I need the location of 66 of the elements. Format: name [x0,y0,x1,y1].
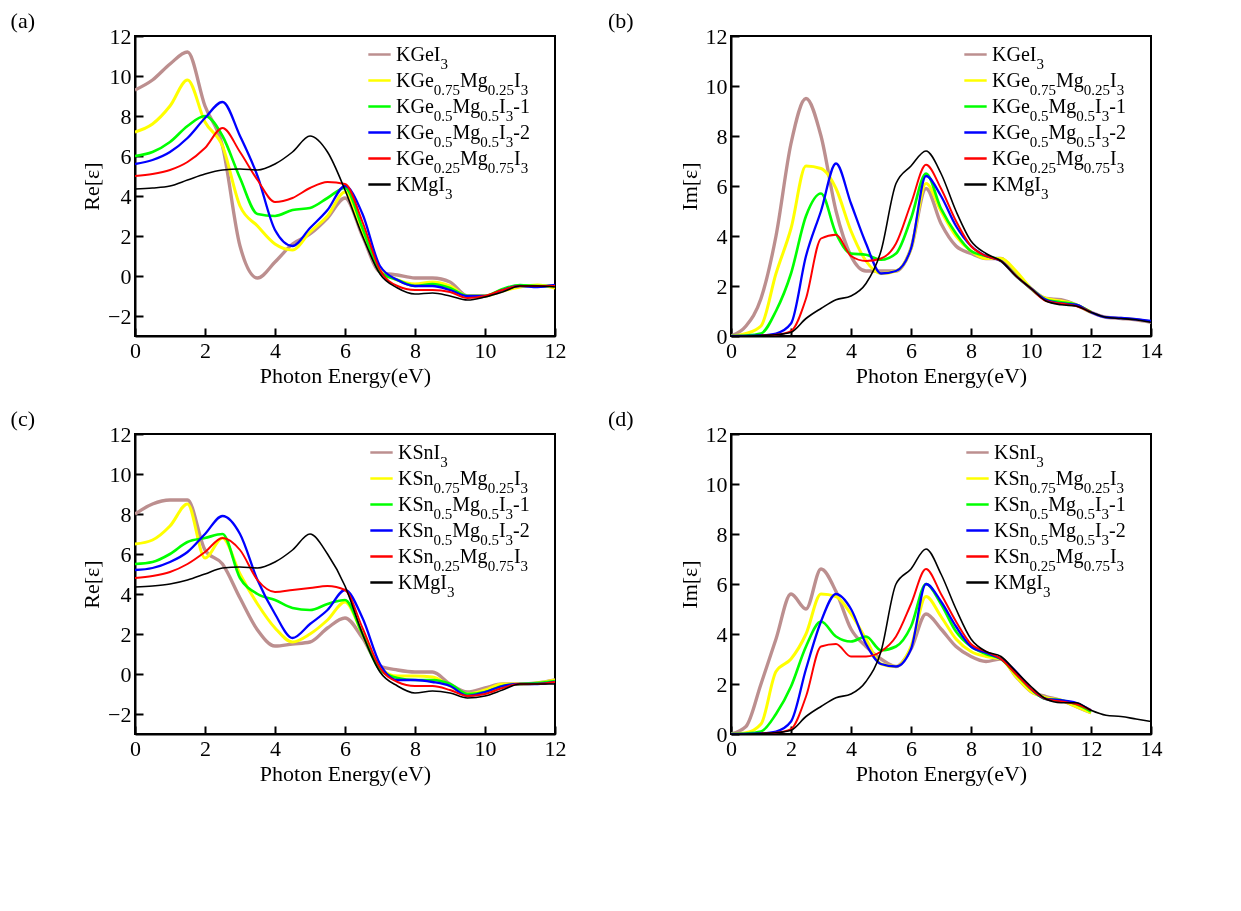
x-tick-label: 6 [906,735,917,761]
x-tick-label: 14 [1140,735,1163,761]
y-tick-label: 6 [120,541,132,567]
x-tick-label: 12 [1080,735,1103,761]
y-tick-label: 2 [716,273,728,299]
y-tick-label: 10 [109,63,132,89]
x-tick-label: 10 [474,735,497,761]
x-axis-title: Photon Energy(eV) [855,760,1028,786]
x-tick-label: 2 [200,735,211,761]
x-tick-label: 8 [966,337,977,363]
y-axis-title: Im[ε] [676,162,702,211]
y-tick-label: 12 [705,421,728,447]
y-tick-label: 8 [716,123,728,149]
x-tick-label: 10 [1020,337,1043,363]
y-axis-title: Re[ε] [79,560,105,609]
chart-title: (a) [10,8,36,33]
x-tick-label: 4 [846,735,857,761]
y-tick-label: −2 [108,701,132,727]
y-tick-label: 0 [120,263,132,289]
y-tick-label: 6 [120,143,132,169]
x-tick-label: 6 [906,337,917,363]
y-tick-label: 6 [716,571,728,597]
chart-title: (d) [608,406,634,431]
x-tick-label: 12 [544,337,567,363]
y-tick-label: 2 [716,671,728,697]
x-axis-title: Photon Energy(eV) [855,362,1028,388]
y-tick-label: 2 [120,621,132,647]
x-axis-title: Photon Energy(eV) [259,362,432,388]
y-tick-label: 12 [109,23,132,49]
x-tick-label: 12 [544,735,567,761]
y-tick-label: 10 [705,73,728,99]
x-tick-label: 4 [270,735,281,761]
y-tick-label: 12 [705,23,728,49]
chart-title: (c) [10,406,36,431]
x-tick-label: 12 [1080,337,1103,363]
y-axis-title: Re[ε] [79,162,105,211]
x-tick-label: 6 [340,735,351,761]
y-axis-title: Im[ε] [676,560,702,609]
y-tick-label: 4 [716,621,728,647]
y-tick-label: 0 [120,661,132,687]
y-tick-label: 8 [120,103,132,129]
x-axis-title: Photon Energy(eV) [259,760,432,786]
y-tick-label: 10 [705,471,728,497]
x-tick-label: 10 [1020,735,1043,761]
x-tick-label: 6 [340,337,351,363]
y-tick-label: 12 [109,421,132,447]
x-tick-label: 8 [410,735,421,761]
x-tick-label: 4 [846,337,857,363]
x-tick-label: 10 [474,337,497,363]
chart-title: (b) [608,8,634,33]
y-tick-label: 4 [120,183,132,209]
x-tick-label: 14 [1140,337,1163,363]
y-tick-label: 10 [109,461,132,487]
y-tick-label: 8 [716,521,728,547]
y-tick-label: 6 [716,173,728,199]
x-tick-label: 2 [786,337,797,363]
x-tick-label: 8 [966,735,977,761]
y-tick-label: 4 [716,223,728,249]
x-tick-label: 2 [786,735,797,761]
x-tick-label: 4 [270,337,281,363]
x-tick-label: 2 [200,337,211,363]
y-tick-label: −2 [108,303,132,329]
y-tick-label: 2 [120,223,132,249]
y-tick-label: 4 [120,581,132,607]
x-tick-label: 8 [410,337,421,363]
y-tick-label: 8 [120,501,132,527]
